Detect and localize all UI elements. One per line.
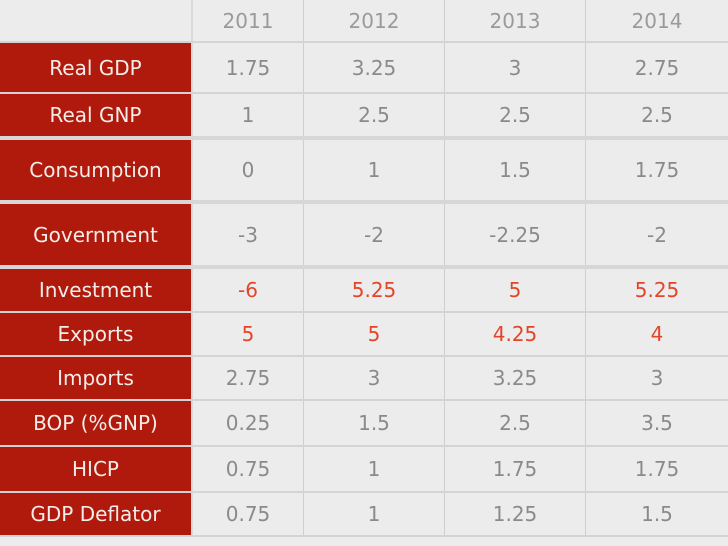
row-label-bop: BOP (%GNP) bbox=[0, 401, 193, 445]
row-label-investment: Investment bbox=[0, 269, 193, 311]
table-row: BOP (%GNP) 0.25 1.5 2.5 3.5 bbox=[0, 401, 728, 445]
table-row: HICP 0.75 1 1.75 1.75 bbox=[0, 447, 728, 491]
table-row: Consumption 0 1 1.5 1.75 bbox=[0, 140, 728, 200]
table-cell: -3 bbox=[193, 204, 304, 265]
row-label-real-gnp: Real GNP bbox=[0, 94, 193, 136]
table-cell: 1.75 bbox=[445, 447, 586, 491]
table-cell: 0.75 bbox=[193, 447, 304, 491]
table-header-row: 2011 2012 2013 2014 bbox=[0, 0, 728, 41]
group-divider bbox=[0, 200, 728, 204]
row-divider bbox=[0, 445, 728, 447]
table-row: Government -3 -2 -2.25 -2 bbox=[0, 204, 728, 265]
table-cell: 1.5 bbox=[445, 140, 586, 200]
table-cell: 1.75 bbox=[193, 43, 304, 92]
row-label-consumption: Consumption bbox=[0, 140, 193, 200]
row-label-government: Government bbox=[0, 204, 193, 265]
table-cell-highlighted: 4.25 bbox=[445, 313, 586, 355]
table-cell: 1.75 bbox=[634, 457, 680, 481]
table-row: Real GNP 1 2.5 2.5 2.5 bbox=[0, 94, 728, 136]
group-divider bbox=[0, 265, 728, 269]
row-divider bbox=[0, 535, 728, 537]
row-divider bbox=[0, 41, 728, 43]
table-cell: 3 bbox=[445, 43, 586, 92]
table-cell: 1 bbox=[193, 94, 304, 136]
table-cell-highlighted: 5.25 bbox=[634, 278, 680, 302]
table-cell: 0.25 bbox=[193, 401, 304, 445]
table-cell: 2.5 bbox=[304, 94, 445, 136]
table-cell: 2.5 bbox=[445, 94, 586, 136]
table-cell: 1.75 bbox=[634, 158, 680, 182]
table-cell: 3 bbox=[650, 366, 664, 390]
table-cell: 3.25 bbox=[304, 43, 445, 92]
table-cell: 3.25 bbox=[445, 357, 586, 399]
table-row: Real GDP 1.75 3.25 3 2.75 bbox=[0, 43, 728, 92]
row-divider bbox=[0, 92, 728, 94]
table-cell: 0 bbox=[193, 140, 304, 200]
column-header-2014: 2014 bbox=[631, 8, 683, 33]
table-row: Investment -6 5.25 5 5.25 bbox=[0, 269, 728, 311]
header-corner bbox=[0, 0, 193, 41]
table-cell: 1 bbox=[304, 140, 445, 200]
table-cell: 1 bbox=[304, 447, 445, 491]
row-label-gdp-deflator: GDP Deflator bbox=[0, 493, 193, 535]
table-cell-highlighted: 5 bbox=[193, 313, 304, 355]
table-cell-highlighted: 5.25 bbox=[304, 269, 445, 311]
table-cell: -2.25 bbox=[445, 204, 586, 265]
row-divider bbox=[0, 311, 728, 313]
table-cell: 2.75 bbox=[634, 55, 680, 80]
table-cell-highlighted: 5 bbox=[445, 269, 586, 311]
table-cell: -2 bbox=[304, 204, 445, 265]
table-cell: 1.5 bbox=[641, 502, 673, 526]
table-cell: 2.5 bbox=[641, 103, 673, 127]
table-cell: 3.5 bbox=[641, 411, 673, 435]
row-label-exports: Exports bbox=[0, 313, 193, 355]
table-cell: 1.25 bbox=[445, 493, 586, 535]
table-cell-highlighted: 4 bbox=[650, 322, 664, 346]
table-cell: 3 bbox=[304, 357, 445, 399]
table-cell: 1.5 bbox=[304, 401, 445, 445]
row-divider bbox=[0, 399, 728, 401]
row-divider bbox=[0, 491, 728, 493]
table-cell-highlighted: 5 bbox=[304, 313, 445, 355]
table-cell: 1 bbox=[304, 493, 445, 535]
table-cell: 2.5 bbox=[445, 401, 586, 445]
table-cell: 2.75 bbox=[193, 357, 304, 399]
table-row: GDP Deflator 0.75 1 1.25 1.5 bbox=[0, 493, 728, 535]
column-header-2011: 2011 bbox=[193, 0, 304, 41]
table-cell-highlighted: -6 bbox=[193, 269, 304, 311]
column-header-2013: 2013 bbox=[445, 0, 586, 41]
row-label-imports: Imports bbox=[0, 357, 193, 399]
row-label-real-gdp: Real GDP bbox=[0, 43, 193, 92]
table-row: Exports 5 5 4.25 4 bbox=[0, 313, 728, 355]
row-label-hicp: HICP bbox=[0, 447, 193, 491]
table-cell: 0.75 bbox=[193, 493, 304, 535]
column-header-2012: 2012 bbox=[304, 0, 445, 41]
row-divider bbox=[0, 355, 728, 357]
group-divider bbox=[0, 136, 728, 140]
table-cell: -2 bbox=[647, 222, 667, 247]
table-row: Imports 2.75 3 3.25 3 bbox=[0, 357, 728, 399]
